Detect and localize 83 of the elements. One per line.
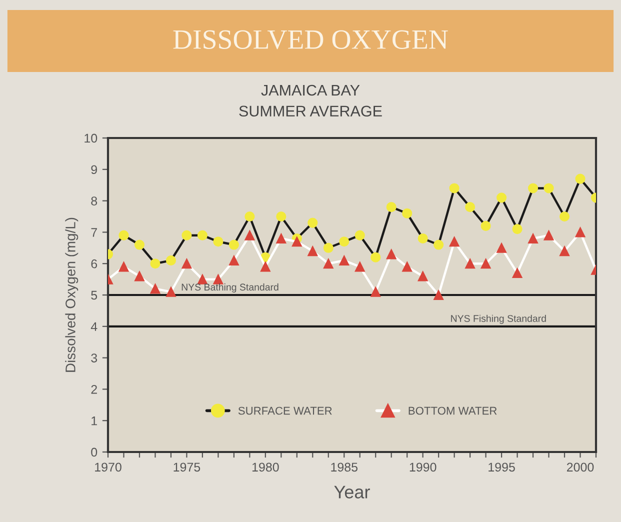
point [197, 230, 208, 240]
x-tick-label: 1975 [174, 462, 200, 472]
point [386, 202, 396, 212]
legend-label: SURFACE WATER [238, 406, 332, 415]
point [402, 262, 412, 272]
point [292, 236, 302, 247]
point [213, 236, 224, 247]
point [134, 271, 145, 282]
y-tick-label: 4 [90, 322, 98, 331]
point [228, 255, 239, 266]
y-tick-label: 7 [91, 228, 97, 237]
point [118, 262, 129, 272]
x-tick-label: 1970 [95, 462, 122, 472]
point [370, 286, 381, 297]
chart-subtitle: JAMAICA BAY SUMMER AVERAGE [239, 84, 382, 117]
point [496, 192, 507, 203]
point [418, 271, 428, 282]
point [182, 258, 192, 269]
x-tick-label: 1990 [410, 462, 436, 472]
point [528, 183, 538, 194]
point [244, 230, 255, 240]
point [276, 233, 286, 244]
point [166, 286, 176, 297]
point [228, 240, 239, 250]
point [434, 290, 444, 300]
y-tick-label: 2 [91, 385, 97, 394]
point [559, 211, 570, 222]
point [512, 268, 522, 278]
point [512, 224, 522, 234]
y-tick-label: 6 [91, 259, 98, 268]
y-tick-label: 9 [91, 165, 97, 174]
point [575, 227, 586, 238]
x-tick-label: 1985 [331, 462, 358, 472]
point [465, 258, 476, 269]
point [354, 230, 365, 240]
ref-line-label: NYS Bathing Standard [182, 283, 278, 292]
point [308, 218, 318, 228]
point [339, 255, 350, 266]
point [418, 233, 428, 244]
point [480, 220, 491, 231]
point [496, 242, 507, 253]
y-tick-label: 5 [91, 290, 98, 300]
point [465, 202, 476, 212]
point [354, 262, 365, 272]
x-axis-title: Year [334, 486, 370, 498]
y-tick-label: 8 [91, 196, 98, 206]
x-tick-label: 2000 [566, 462, 594, 472]
y-tick-label: 0 [91, 448, 98, 457]
point [244, 211, 255, 222]
point [480, 258, 491, 269]
point [575, 174, 586, 184]
point [323, 242, 334, 253]
ref-line-label: NYS Fishing Standard [451, 314, 546, 324]
point [150, 284, 160, 294]
y-axis-title: Dissolved Oxygen (mg/L) [65, 218, 78, 372]
point [182, 230, 192, 240]
point [544, 183, 554, 194]
point [544, 230, 554, 240]
point [323, 258, 334, 269]
point [197, 274, 208, 284]
point [166, 255, 176, 266]
y-tick-label: 3 [91, 354, 98, 362]
point [339, 236, 350, 247]
point [260, 262, 270, 272]
x-tick-label: 1980 [252, 462, 279, 472]
point [118, 230, 129, 240]
point [386, 249, 396, 260]
point [276, 211, 286, 222]
point [134, 240, 145, 250]
point [308, 246, 318, 256]
chart-title: DISSOLVED OXYGEN [173, 30, 448, 50]
y-tick-label: 1 [92, 416, 97, 426]
y-tick-label: 10 [84, 134, 98, 143]
x-tick-label: 1995 [488, 462, 515, 472]
point [402, 208, 412, 218]
point [528, 233, 538, 244]
legend-label: BOTTOM WATER [408, 406, 497, 415]
point [559, 246, 570, 256]
point [449, 183, 460, 194]
point [370, 252, 381, 262]
point [434, 240, 444, 250]
point [150, 258, 160, 269]
point [449, 236, 460, 247]
